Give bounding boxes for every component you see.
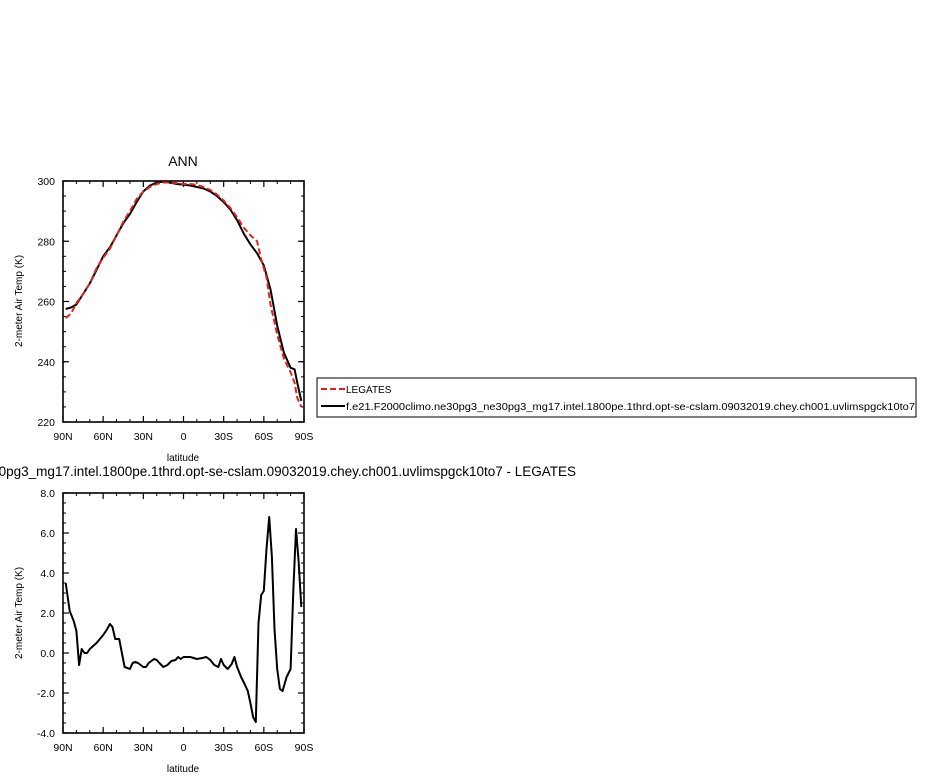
top-x-tick-label: 30N xyxy=(134,431,153,443)
difference-panel: f.e21.F2000climo.ne30pg3_ne30pg3_mg17.in… xyxy=(0,464,576,775)
top-tick-labels: 90N 60N 30N 0 30S 60S 90S 220 240 260 280 300 xyxy=(37,176,313,443)
bottom-x-tick-label: 0 xyxy=(181,742,187,754)
bottom-x-axis-label: latitude xyxy=(167,764,200,775)
bottom-x-tick-label: 30N xyxy=(134,742,153,754)
top-series-line-1 xyxy=(65,180,303,402)
top-x-axis-label: latitude xyxy=(167,453,200,464)
bottom-x-tick-label: 60N xyxy=(94,742,113,754)
bottom-x-tick-label: 90N xyxy=(53,742,72,754)
bottom-chart-title: f.e21.F2000climo.ne30pg3_ne30pg3_mg17.in… xyxy=(0,464,576,479)
legend-label-model: f.e21.F2000climo.ne30pg3_ne30pg3_mg17.in… xyxy=(346,402,915,413)
top-y-tick-label: 260 xyxy=(37,297,55,309)
top-x-tick-label: 90S xyxy=(295,431,314,443)
top-x-tick-label: 0 xyxy=(181,431,187,443)
bottom-x-tick-label: 30S xyxy=(214,742,233,754)
top-ticks xyxy=(62,180,305,423)
top-y-axis-label: 2-meter Air Temp (K) xyxy=(14,255,25,347)
bottom-y-tick-label: -4.0 xyxy=(37,728,55,740)
top-chart-title: ANN xyxy=(168,153,198,169)
bottom-y-tick-label: 8.0 xyxy=(40,488,55,500)
top-series-line-0 xyxy=(65,181,303,408)
bottom-y-tick-label: 4.0 xyxy=(40,568,55,580)
zonal-mean-panel: ANN 90N 60N 30N 0 30S 60S 90S 220 240 260 280 300 l… xyxy=(14,153,313,464)
top-x-tick-label: 90N xyxy=(53,431,72,443)
top-y-tick-label: 240 xyxy=(37,357,55,369)
bottom-x-tick-label: 90S xyxy=(295,742,314,754)
top-y-tick-label: 280 xyxy=(37,236,55,248)
bottom-tick-labels: 90N 60N 30N 0 30S 60S 90S -4.0 -2.0 0.0 2.0 4.0 6.0 8… xyxy=(37,488,313,754)
bottom-series-lines xyxy=(64,516,303,723)
bottom-y-tick-label: 6.0 xyxy=(40,528,55,540)
bottom-series-line-0 xyxy=(64,516,303,723)
top-x-tick-label: 60N xyxy=(94,431,113,443)
top-y-tick-label: 220 xyxy=(37,417,55,429)
top-x-tick-label: 30S xyxy=(214,431,233,443)
bottom-y-tick-label: 0.0 xyxy=(40,648,55,660)
top-y-tick-label: 300 xyxy=(37,176,55,188)
bottom-y-tick-label: -2.0 xyxy=(37,688,55,700)
legend: LEGATES f.e21.F2000climo.ne30pg3_ne30pg3… xyxy=(316,377,917,418)
top-series-lines xyxy=(65,180,303,408)
bottom-ticks xyxy=(62,492,305,734)
legend-box xyxy=(316,377,917,418)
bottom-y-axis-label: 2-meter Air Temp (K) xyxy=(14,567,25,659)
top-plot-frame xyxy=(62,180,305,423)
legend-label-legates: LEGATES xyxy=(346,385,392,396)
bottom-y-tick-label: 2.0 xyxy=(40,608,55,620)
bottom-x-tick-label: 60S xyxy=(254,742,273,754)
top-x-tick-label: 60S xyxy=(254,431,273,443)
